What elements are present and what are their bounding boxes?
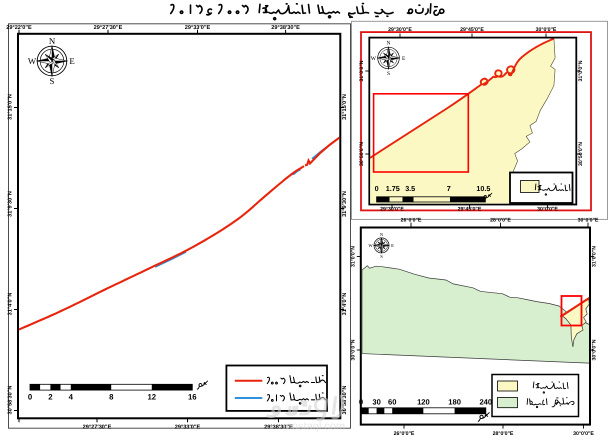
svg-text:31°0′0"N: 31°0′0"N [359,60,365,81]
svg-text:29°22′0"E: 29°22′0"E [6,25,32,31]
svg-text:2: 2 [48,393,53,402]
svg-text:N: N [49,36,56,46]
svg-text:S: S [387,71,390,77]
svg-text:31°9′30"N: 31°9′30"N [342,191,348,217]
svg-text:26°0′0"E: 26°0′0"E [394,431,415,437]
svg-text:29°30′0"E: 29°30′0"E [380,206,404,212]
svg-text:180: 180 [448,398,461,407]
svg-text:1.75: 1.75 [386,184,400,193]
svg-text:26°0′0"E: 26°0′0"E [401,218,422,224]
svg-text:30°0′0"E: 30°0′0"E [573,431,594,437]
svg-text:28°0′0"E: 28°0′0"E [490,218,511,224]
svg-text:31°0′0"N: 31°0′0"N [350,246,356,267]
svg-text:30°50′0"N: 30°50′0"N [359,142,365,166]
svg-text:31°0′0"N: 31°0′0"N [592,246,598,267]
svg-text:30°0′0"E: 30°0′0"E [536,27,557,33]
svg-text:E: E [391,243,394,248]
svg-text:3.5: 3.5 [405,184,415,193]
svg-text:29°38′30"E: 29°38′30"E [271,25,300,31]
svg-text:W: W [371,56,377,62]
svg-text:S: S [380,254,383,259]
svg-text:60: 60 [388,398,396,407]
svg-text:29°33′0"E: 29°33′0"E [175,425,201,431]
svg-text:0: 0 [375,184,379,193]
svg-text:31°4′0"N: 31°4′0"N [8,293,14,316]
svg-text:16: 16 [188,393,197,402]
svg-text:28°0′0"E: 28°0′0"E [493,431,514,437]
svg-text:8: 8 [109,393,114,402]
svg-text:4: 4 [69,393,74,402]
svg-text:W: W [368,243,373,248]
svg-text:29°27′30"E: 29°27′30"E [94,25,123,31]
svg-text:E: E [69,56,74,66]
svg-text:31°15′0"N: 31°15′0"N [8,94,14,120]
svg-text:31°4′0"N: 31°4′0"N [342,293,348,316]
svg-text:0: 0 [359,398,363,407]
svg-text:E: E [402,56,406,62]
svg-text:30°0′0"N: 30°0′0"N [350,339,356,360]
svg-text:240: 240 [479,398,492,407]
svg-text:N: N [380,232,384,237]
svg-text:31°9′30"N: 31°9′30"N [8,191,14,217]
svg-text:0: 0 [28,393,33,402]
svg-text:7: 7 [447,184,451,193]
svg-text:30°0′0"N: 30°0′0"N [592,339,598,360]
svg-text:29°45′0"E: 29°45′0"E [458,206,482,212]
svg-text:N: N [387,41,391,47]
svg-text:30°58′30"N: 30°58′30"N [342,386,348,415]
svg-text:29°45′0"E: 29°45′0"E [460,27,484,33]
svg-text:29°27′30"E: 29°27′30"E [83,425,112,431]
svg-text:30°58′30"N: 30°58′30"N [8,386,14,415]
svg-text:mostaql.com: mostaql.com [283,421,345,433]
svg-text:12: 12 [147,393,156,402]
svg-text:W: W [28,56,37,66]
svg-text:29°30′0"E: 29°30′0"E [388,27,412,33]
svg-text:30: 30 [372,398,380,407]
svg-text:S: S [50,76,55,86]
svg-text:10.5: 10.5 [476,184,490,193]
svg-text:30°50′0"N: 30°50′0"N [578,142,584,166]
svg-text:31°15′0"N: 31°15′0"N [342,94,348,120]
svg-text:30°0′0"E: 30°0′0"E [578,218,599,224]
svg-text:29°38′30"E: 29°38′30"E [264,425,293,431]
svg-text:29°33′0"E: 29°33′0"E [185,25,211,31]
svg-text:30°0′0"E: 30°0′0"E [537,206,558,212]
svg-text:120: 120 [417,398,430,407]
svg-text:31°0′0"N: 31°0′0"N [578,60,584,81]
